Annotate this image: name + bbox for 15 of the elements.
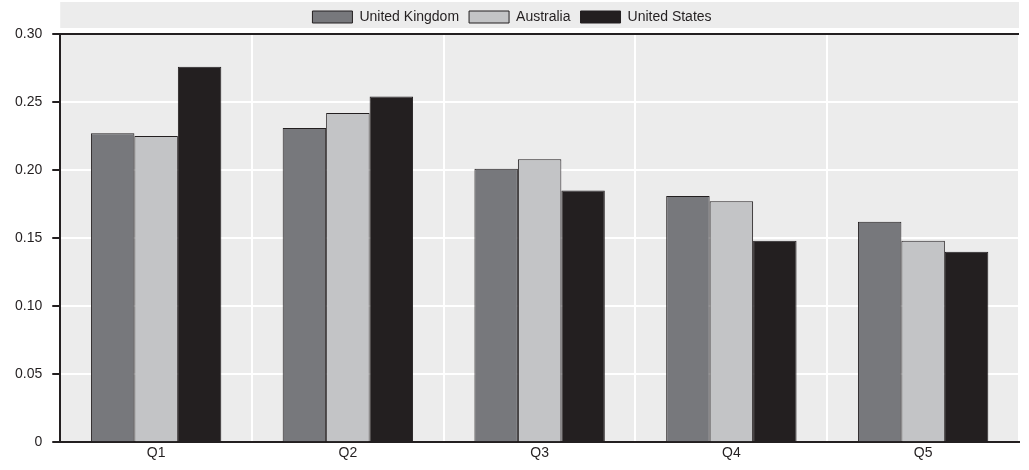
- legend-label: Australia: [516, 7, 571, 24]
- legend-label: United States: [627, 7, 712, 24]
- y-tick-label: 0.25: [15, 92, 43, 109]
- legend-label: United Kingdom: [359, 7, 460, 24]
- y-tick-label: 0: [34, 433, 43, 450]
- x-tick-label: Q2: [338, 444, 358, 461]
- y-tick-label: 0.05: [15, 365, 43, 382]
- y-tick-label: 0.30: [15, 24, 43, 41]
- x-tick-label: Q3: [530, 444, 550, 461]
- x-tick-label: Q5: [913, 444, 933, 461]
- y-tick-label: 0.15: [15, 228, 43, 245]
- y-tick-label: 0.20: [15, 160, 43, 177]
- x-tick-label: Q1: [146, 444, 166, 461]
- y-tick-label: 0.10: [15, 296, 43, 313]
- x-tick-label: Q4: [722, 444, 741, 461]
